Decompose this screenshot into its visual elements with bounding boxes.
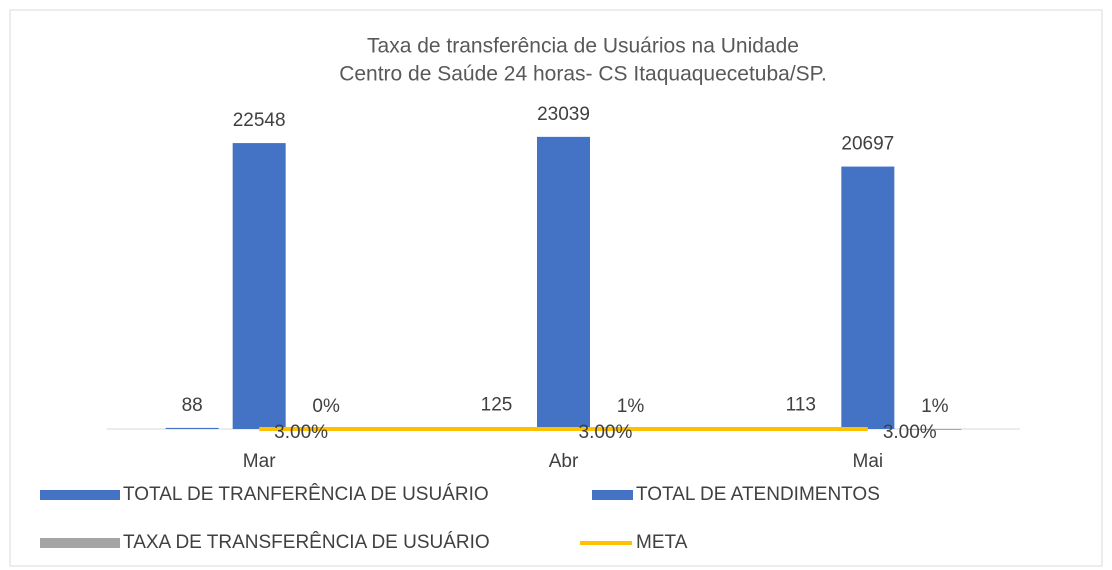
- bar: [908, 428, 962, 430]
- data-label: 1%: [617, 396, 645, 417]
- data-label: 1%: [921, 396, 949, 417]
- x-tick-label: Abr: [549, 451, 579, 472]
- x-tick-label: Mai: [853, 451, 884, 472]
- data-label: 22548: [233, 110, 286, 131]
- legend-swatch: [40, 490, 120, 500]
- legend-swatch: [592, 490, 633, 500]
- data-label: 3.00%: [883, 422, 937, 443]
- legend-label: TOTAL DE ATENDIMENTOS: [636, 484, 880, 505]
- data-label: 23039: [537, 104, 590, 125]
- legend-label: TAXA DE TRANSFERÊNCIA DE USUÁRIO: [123, 531, 490, 553]
- legend-swatch: [40, 538, 120, 548]
- chart-title: Taxa de transferência de Usuários na Uni…: [367, 35, 799, 58]
- legend-label: META: [636, 532, 688, 553]
- x-tick-label: Mar: [243, 451, 276, 472]
- data-label: 0%: [312, 396, 340, 417]
- bar: [232, 143, 286, 429]
- data-label: 3.00%: [274, 422, 328, 443]
- data-label: 125: [481, 394, 513, 415]
- data-label: 3.00%: [579, 422, 633, 443]
- data-label: 88: [182, 395, 203, 416]
- chart-subtitle: Centro de Saúde 24 horas- CS Itaquaquece…: [339, 63, 827, 86]
- legend-label: TOTAL DE TRANFERÊNCIA DE USUÁRIO: [123, 483, 489, 505]
- data-label: 113: [786, 395, 816, 416]
- bar: [165, 427, 219, 429]
- data-label: 20697: [841, 134, 894, 155]
- bar: [841, 166, 895, 429]
- bar: [537, 136, 590, 429]
